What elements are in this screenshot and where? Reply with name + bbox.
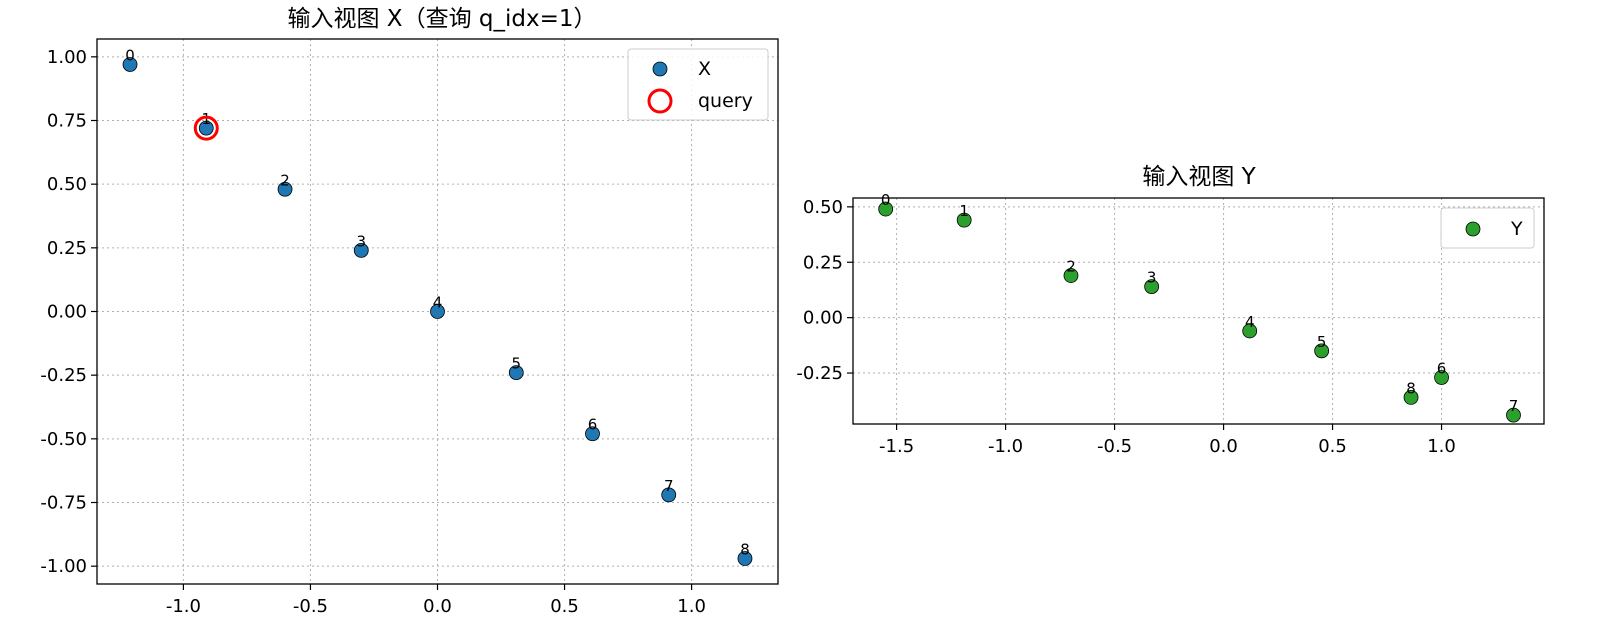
scatter-point	[878, 201, 894, 217]
chart-panel-x: 输入视图 X（查询 q_idx=1） -1.0 -0.5 0.0 0.5 1.0 1.00…	[40, 6, 779, 617]
point-label: 8	[1406, 379, 1416, 397]
x-tick-label: 1.0	[677, 596, 706, 617]
x-tick-label: 0.5	[1318, 436, 1347, 457]
y-tick-label: 1.00	[47, 47, 87, 68]
chart-title: 输入视图 X（查询 q_idx=1）	[288, 6, 597, 32]
y-tick-label: 0.50	[47, 174, 87, 195]
y-tick-label: -0.50	[40, 429, 87, 450]
scatter-point	[956, 212, 972, 228]
scatter-point	[277, 181, 293, 197]
y-tick-label: -0.75	[40, 493, 87, 514]
legend-label: Y	[1510, 218, 1523, 240]
point-label: 2	[1066, 258, 1076, 276]
x-tick-label: 0.0	[1209, 436, 1238, 457]
query-highlight-marker	[193, 115, 219, 141]
axis-ticks: -1.0 -0.5 0.0 0.5 1.0 1.00 0.75 0.50 0.25 0.00 -0.…	[40, 47, 706, 617]
point-label: 1	[201, 110, 211, 128]
scatter-point	[430, 304, 445, 319]
legend-box	[1440, 207, 1535, 249]
scatter-point	[353, 242, 369, 258]
x-tick-label: -1.0	[166, 596, 201, 617]
x-tick-label: -1.0	[988, 436, 1023, 457]
point-label: 0	[125, 46, 135, 64]
y-tick-label: 0.25	[803, 252, 843, 273]
point-label: 3	[1147, 269, 1157, 287]
x-tick-label: -0.5	[293, 596, 328, 617]
x-tick-label: -1.5	[879, 436, 914, 457]
axes-frame	[852, 197, 1545, 425]
legend-marker	[652, 61, 668, 77]
x-tick-label: 1.0	[1427, 436, 1456, 457]
scatter-point	[1063, 268, 1079, 283]
y-tick-label: -0.25	[40, 365, 87, 386]
point-label: 4	[433, 294, 443, 312]
x-tick-label: -0.5	[1097, 436, 1132, 457]
scatter-point	[1242, 323, 1258, 339]
point-label: 6	[588, 416, 598, 434]
point-label: 7	[1509, 397, 1519, 415]
scatter-point	[585, 426, 600, 442]
point-label: 5	[1317, 333, 1327, 351]
scatter-point	[122, 57, 138, 72]
x-tick-label: 0.0	[423, 596, 452, 617]
legend-label: query	[698, 90, 753, 112]
chart-panel-y: 输入视图 Y -1.5 -1.0 -0.5 0.0 0.5 1.0 0.50 0.25 0.00…	[796, 164, 1545, 457]
scatter-point	[508, 365, 524, 381]
scatter-point	[1506, 407, 1521, 423]
grid	[853, 198, 1544, 424]
y-tick-label: -1.00	[40, 556, 87, 577]
scatter-point	[661, 487, 677, 503]
y-tick-label: 0.50	[803, 197, 843, 218]
scatter-points: 0 1 2 3 4 5 6 7 8	[122, 46, 753, 566]
chart-title: 输入视图 Y	[1142, 164, 1256, 190]
scatter-point	[1144, 279, 1160, 295]
y-tick-label: 0.75	[47, 110, 87, 131]
y-tick-label: 0.25	[47, 238, 87, 259]
scatter-point	[1434, 370, 1449, 385]
legend: Y	[1440, 207, 1535, 249]
scatter-points: 0 1 2 3 4 5 6 7 8	[878, 191, 1521, 423]
point-label: 8	[740, 541, 750, 559]
y-tick-label: -0.25	[796, 363, 843, 384]
x-tick-label: 0.5	[550, 596, 579, 617]
point-label: 0	[881, 191, 891, 209]
legend-marker	[1465, 221, 1481, 237]
legend: X query	[627, 48, 769, 121]
point-label: 5	[511, 355, 521, 373]
point-label: 7	[664, 477, 674, 495]
point-label: 6	[1437, 359, 1447, 377]
legend-label: X	[698, 58, 711, 80]
point-label: 1	[959, 202, 969, 220]
axes-frame	[96, 38, 779, 585]
axis-ticks: -1.5 -1.0 -0.5 0.0 0.5 1.0 0.50 0.25 0.00 -0.25	[796, 197, 1455, 457]
legend-marker	[647, 88, 673, 114]
point-label: 2	[280, 171, 290, 189]
scatter-point	[1403, 390, 1419, 405]
scatter-point	[737, 551, 753, 566]
y-tick-label: 0.00	[803, 308, 843, 329]
y-tick-label: 0.00	[47, 302, 87, 323]
point-label: 3	[356, 232, 366, 250]
scatter-point	[198, 120, 214, 136]
point-label: 4	[1245, 313, 1255, 331]
scatter-point	[1314, 343, 1330, 359]
